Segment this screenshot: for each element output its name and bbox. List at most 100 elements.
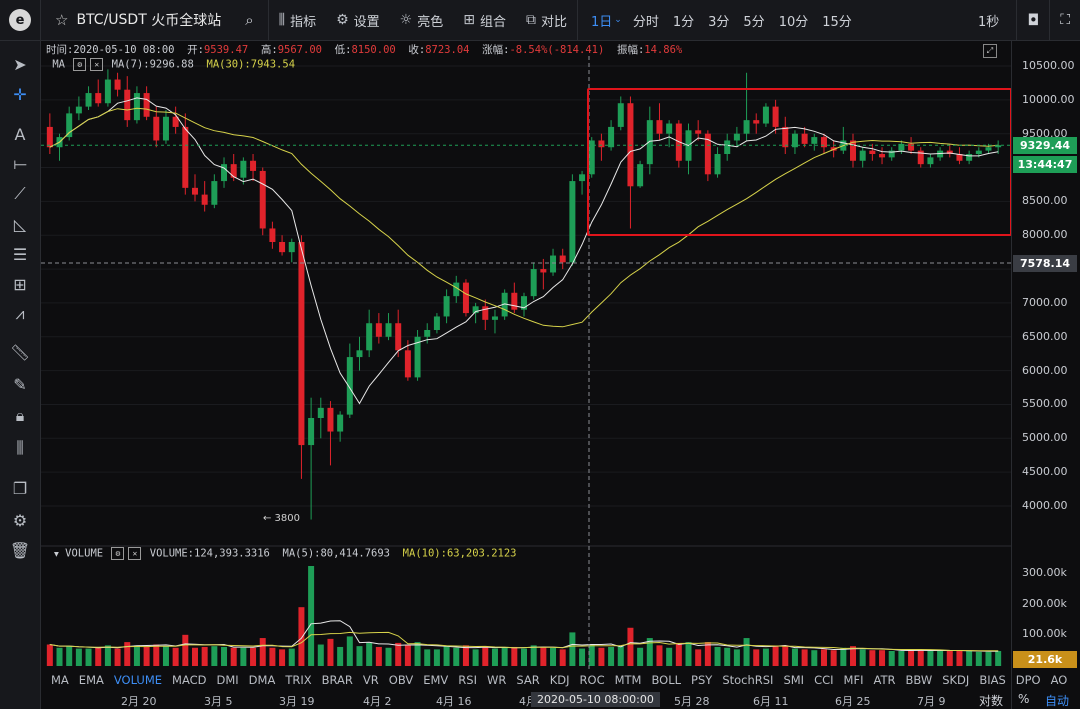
indicator-tab-trix[interactable]: TRIX (285, 673, 312, 687)
volume-bar (317, 644, 324, 666)
indicator-tab-ao[interactable]: AO (1050, 673, 1068, 687)
price-tick-label: 8000.00 (1022, 228, 1068, 242)
trend-line-icon[interactable]: ⟋ (14, 184, 26, 203)
indicator-tab-smi[interactable]: SMI (783, 673, 805, 687)
indicator-tab-emv[interactable]: EMV (423, 673, 449, 687)
pencil-icon[interactable]: ✎ (13, 374, 27, 394)
volume-bar (395, 642, 402, 666)
interval-1m[interactable]: 1分 (672, 14, 695, 30)
indicator-tab-vr[interactable]: VR (362, 673, 379, 687)
volume-bar (704, 642, 711, 666)
ma-settings-icon[interactable]: ⚙ (73, 58, 87, 71)
volume-close-icon[interactable]: ✕ (128, 547, 142, 560)
bookmark-icon[interactable]: ❐ (12, 478, 28, 498)
volume-bar (501, 646, 508, 666)
interval-3m[interactable]: 3分 (708, 14, 730, 30)
cursor-icon[interactable]: ➤ (13, 54, 27, 74)
price-axis[interactable]: 10500.0010000.009500.009000.008500.00800… (1011, 41, 1080, 709)
interval-1d[interactable]: 1日 (591, 14, 613, 30)
indicator-tab-cci[interactable]: CCI (814, 673, 834, 687)
indicator-tab-skdj[interactable]: SKDJ (942, 673, 970, 687)
candle-body (743, 120, 750, 134)
trash-icon[interactable]: 🗑︎ (9, 540, 31, 560)
chevron-down-icon[interactable]: ⌄ (614, 15, 622, 25)
settings-button[interactable]: ⚙ 设置 (336, 12, 380, 30)
text-icon[interactable]: A (14, 124, 26, 144)
indicator-tab-rsi[interactable]: RSI (458, 673, 477, 687)
interval-timeshare[interactable]: 分时 (632, 14, 659, 30)
ruler-icon[interactable]: 📏︎ (9, 342, 31, 362)
rectangle-icon[interactable]: ⊞ (13, 274, 27, 294)
indicator-tab-kdj[interactable]: KDJ (549, 673, 570, 687)
wave-icon[interactable]: ⩘ (15, 304, 25, 323)
indicator-tab-macd[interactable]: MACD (172, 673, 207, 687)
search-button[interactable]: ⌕ (231, 0, 267, 40)
ma-close-icon[interactable]: ✕ (90, 58, 104, 71)
indicator-tab-dma[interactable]: DMA (248, 673, 276, 687)
combo-button[interactable]: ⊞ 组合 (463, 12, 506, 30)
candle-body (133, 93, 140, 121)
price-chart[interactable]: ← 3800 (41, 41, 1011, 669)
volume-bar (172, 647, 179, 666)
chart-expand-icon[interactable]: ⤢ (983, 44, 997, 58)
indicator-tab-sar[interactable]: SAR (516, 673, 540, 687)
candle-body (279, 242, 286, 253)
theme-button[interactable]: ☼ 亮色 (399, 12, 444, 30)
interval-5m[interactable]: 5分 (743, 14, 765, 30)
indicator-tab-obv[interactable]: OBV (388, 673, 414, 687)
percent-toggle[interactable]: % (1018, 692, 1030, 706)
volume-bar (637, 647, 644, 666)
indicator-tab-brar[interactable]: BRAR (321, 673, 353, 687)
indicator-tab-stochrsi[interactable]: StochRSI (722, 673, 774, 687)
indicator-tab-dpo[interactable]: DPO (1015, 673, 1041, 687)
indicator-tab-bias[interactable]: BIAS (979, 673, 1006, 687)
candle-body (443, 296, 450, 317)
indicator-tab-wr[interactable]: WR (486, 673, 507, 687)
indicator-tab-boll[interactable]: BOLL (651, 673, 682, 687)
time-axis[interactable]: 2月 20 3月 5 3月 19 4月 2 4月 16 4月 5月 28 6月 11 6月 25… (41, 691, 1011, 709)
candles-icon[interactable]: ⫼ (16, 438, 24, 457)
exchange-logo[interactable]: e (0, 0, 41, 40)
interval-10m[interactable]: 10分 (778, 14, 809, 30)
volume-bar (820, 649, 827, 666)
time-tick-label: 7月 9 (917, 695, 946, 708)
screenshot-button[interactable]: ◘ (1017, 0, 1049, 40)
indicator-tab-roc[interactable]: ROC (579, 673, 605, 687)
volume-bar (404, 644, 411, 666)
indicator-tab-volume[interactable]: VOLUME (113, 673, 163, 687)
crosshair-icon[interactable]: ✛ (13, 84, 27, 104)
candle-body (772, 106, 779, 127)
candle-body (850, 140, 857, 161)
volume-settings-icon[interactable]: ⚙ (111, 547, 125, 560)
fib-icon[interactable]: ☰ (12, 244, 28, 264)
fullscreen-button[interactable]: ⛶ (1050, 0, 1080, 40)
candle-body (927, 157, 934, 165)
indicator-tab-mfi[interactable]: MFI (843, 673, 864, 687)
indicator-button[interactable]: ⫼ 指标 (278, 12, 317, 30)
volume-bar (288, 648, 295, 666)
price-tick-label: 4000.00 (1022, 499, 1068, 512)
volume-bar (346, 636, 353, 666)
refresh-rate[interactable]: 1秒 (978, 14, 1000, 30)
lock-icon[interactable]: 🔒︎ (15, 406, 25, 425)
candle-body (366, 323, 373, 351)
line-tool-icon[interactable]: ⟝ (13, 154, 27, 173)
triangle-icon[interactable]: ◺ (13, 214, 27, 234)
auto-scale-toggle[interactable]: 自动 (1045, 694, 1070, 708)
indicator-tab-psy[interactable]: PSY (691, 673, 713, 687)
interval-15m[interactable]: 15分 (822, 14, 852, 30)
drawing-toolbar: ➤ ✛ A ⟝ ⟋ ◺ ☰ ⊞ ⩘ 📏︎ ✎ 🔒︎ ⫼ ❐ ⚙ 🗑︎ (0, 41, 41, 709)
symbol-selector[interactable]: ☆ BTC/USDT 火币全球站 (41, 0, 231, 40)
indicator-tab-ema[interactable]: EMA (78, 673, 104, 687)
collapse-icon[interactable]: ▼ (54, 549, 59, 559)
indicator-tab-ma[interactable]: MA (51, 673, 69, 687)
log-scale-toggle[interactable]: 对数 (979, 694, 1004, 708)
volume-bar (191, 647, 198, 666)
indicator-tab-dmi[interactable]: DMI (216, 673, 239, 687)
indicator-tab-mtm[interactable]: MTM (614, 673, 642, 687)
compare-button[interactable]: ⧉ 对比 (525, 12, 567, 30)
indicator-tab-bbw[interactable]: BBW (905, 673, 933, 687)
indicator-tab-atr[interactable]: ATR (873, 673, 896, 687)
star-icon[interactable]: ☆ (55, 11, 69, 29)
settings-drawing-icon[interactable]: ⚙ (12, 510, 28, 530)
